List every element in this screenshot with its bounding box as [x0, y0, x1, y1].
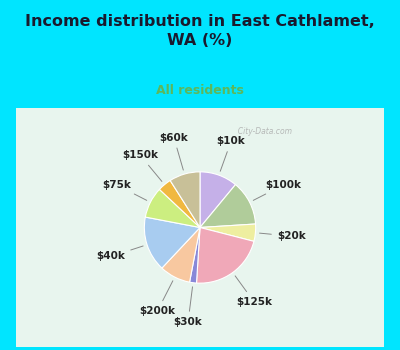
Text: Income distribution in East Cathlamet,
WA (%): Income distribution in East Cathlamet, W… — [25, 14, 375, 48]
Text: $100k: $100k — [253, 180, 302, 200]
Text: $10k: $10k — [217, 136, 246, 171]
Wedge shape — [196, 228, 254, 283]
Wedge shape — [200, 224, 256, 241]
Text: $40k: $40k — [96, 246, 143, 261]
Text: City-Data.com: City-Data.com — [233, 127, 292, 136]
Wedge shape — [170, 172, 200, 228]
Wedge shape — [200, 184, 256, 228]
Wedge shape — [162, 228, 200, 282]
Wedge shape — [145, 189, 200, 228]
Text: All residents: All residents — [156, 84, 244, 97]
Text: $20k: $20k — [260, 231, 306, 241]
Wedge shape — [144, 217, 200, 268]
Wedge shape — [200, 172, 236, 228]
Text: $30k: $30k — [174, 287, 202, 327]
Text: $60k: $60k — [160, 133, 188, 170]
Text: $200k: $200k — [140, 281, 176, 316]
Wedge shape — [160, 181, 200, 228]
Text: $150k: $150k — [122, 150, 162, 181]
Wedge shape — [190, 228, 200, 283]
Text: $75k: $75k — [102, 180, 147, 200]
Text: $125k: $125k — [235, 276, 272, 307]
